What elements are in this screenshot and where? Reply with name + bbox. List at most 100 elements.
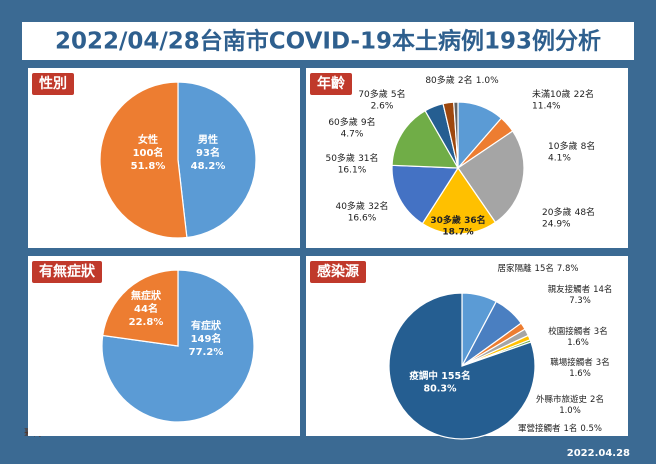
- label-value: 14名: [593, 284, 612, 295]
- label-percent: 0.5%: [580, 424, 602, 434]
- label-category: 有症狀: [191, 319, 222, 332]
- label-value: 31名: [358, 152, 378, 164]
- label-category: 70多歲: [358, 88, 387, 100]
- label-percent: 1.6%: [569, 369, 591, 379]
- label-category: 無症狀: [131, 289, 162, 302]
- pie-slice: [457, 130, 525, 224]
- slice-label: 男性 93名 48.2%: [191, 133, 226, 172]
- label-value: 32名: [368, 200, 388, 212]
- pie-slice: [99, 81, 188, 239]
- label-percent: 16.1%: [338, 165, 367, 175]
- label-percent: 80.3%: [424, 383, 457, 394]
- panel-title: 感染源: [317, 263, 359, 280]
- label-category: 居家隔離: [498, 263, 533, 274]
- slice-label: 職場接觸者 3名 1.6%: [550, 357, 609, 379]
- slice-label: 居家隔離 15名 7.8%: [498, 263, 579, 274]
- slice-label: 60多歲 9名 4.7%: [328, 116, 375, 140]
- label-category: 10多歲: [548, 140, 577, 152]
- slice-label: 40多歲 32名 16.6%: [335, 200, 388, 224]
- slice-label: 10多歲 8名 4.1%: [548, 140, 595, 164]
- slice-label: 軍營接觸者 1名 0.5%: [518, 423, 602, 434]
- label-percent: 51.8%: [131, 161, 166, 172]
- label-category: 職場接觸者: [550, 357, 593, 368]
- slice-label: 親友接觸者 14名 7.3%: [548, 284, 613, 306]
- label-category: 親友接觸者: [548, 284, 591, 295]
- label-percent: 4.1%: [548, 153, 571, 163]
- slice-label: 有症狀 149名 77.2%: [189, 319, 224, 358]
- label-value: 9名: [361, 116, 376, 128]
- slice-label: 未滿10歲 22名 11.4%: [532, 88, 594, 112]
- label-category: 外縣市旅遊史: [536, 394, 588, 405]
- label-value: 36名: [464, 214, 486, 226]
- label-percent: 1.0%: [559, 406, 581, 416]
- slice-label: 校園接觸者 3名 1.6%: [548, 326, 607, 348]
- label-category: 女性: [138, 133, 158, 146]
- label-value: 44名: [134, 302, 158, 315]
- label-value: 93名: [196, 146, 220, 159]
- label-percent: 1.6%: [567, 338, 589, 348]
- label-percent: 48.2%: [191, 161, 226, 172]
- slice-label: 20多歲 48名 24.9%: [542, 206, 595, 230]
- label-percent: 22.8%: [129, 317, 164, 328]
- slice-label: 50多歲 31名 16.1%: [325, 152, 378, 176]
- panel-title: 性別: [39, 75, 67, 92]
- pie-slice: [391, 164, 460, 225]
- label-category: 20多歲: [542, 206, 571, 218]
- label-percent: 4.7%: [341, 129, 364, 139]
- panel-header-bg: [310, 261, 366, 283]
- label-percent: 11.4%: [532, 101, 561, 111]
- pie-slice: [388, 292, 536, 440]
- label-percent: 1.0%: [476, 76, 499, 86]
- label-percent: 2.6%: [371, 101, 394, 111]
- page-title: 2022/04/28台南市COVID-19本土病例193例分析: [55, 28, 601, 55]
- label-value: 100名: [133, 146, 164, 159]
- label-category: 疫調中: [409, 370, 438, 382]
- slice-label: 疫調中 155名 80.3%: [409, 370, 470, 394]
- date: 2022.04.28: [567, 448, 630, 459]
- label-percent: 24.9%: [542, 219, 571, 229]
- label-value: 15名: [535, 263, 554, 274]
- label-value: 155名: [441, 370, 470, 382]
- slice-label: 外縣市旅遊史 2名 1.0%: [536, 394, 604, 416]
- label-value: 1名: [563, 423, 577, 434]
- slice-label: 30多歲 36名 18.7%: [430, 214, 485, 238]
- label-category: 80多歲: [425, 74, 454, 86]
- label-category: 50多歲: [325, 152, 354, 164]
- label-value: 149名: [191, 332, 222, 345]
- label-category: 40多歲: [335, 200, 364, 212]
- panel-title: 有無症狀: [39, 263, 96, 280]
- label-value: 3名: [594, 326, 608, 337]
- slice-label: 無症狀 44名 22.8%: [129, 289, 164, 328]
- slice-label: 80多歲 2名 1.0%: [425, 74, 499, 86]
- label-value: 2名: [590, 394, 604, 405]
- label-value: 3名: [596, 357, 610, 368]
- label-percent: 7.3%: [569, 296, 591, 306]
- slice-label: 女性 100名 51.8%: [131, 133, 166, 172]
- pie-slice: [102, 269, 179, 347]
- label-value: 2名: [458, 74, 473, 86]
- label-percent: 18.7%: [442, 227, 473, 237]
- pie-slice: [177, 81, 257, 239]
- label-value: 5名: [391, 88, 406, 100]
- label-value: 8名: [581, 140, 596, 152]
- label-category: 軍營接觸者: [518, 423, 561, 434]
- slice-label: 70多歲 5名 2.6%: [358, 88, 405, 112]
- pie-slice: [453, 101, 459, 169]
- label-percent: 77.2%: [189, 347, 224, 358]
- label-percent: 7.8%: [557, 264, 579, 274]
- pie-slice: [391, 109, 460, 169]
- pie-slice: [421, 166, 497, 235]
- label-category: 30多歲: [430, 214, 461, 226]
- label-category: 男性: [198, 133, 218, 146]
- panel-header-bg: [310, 73, 352, 95]
- label-category: 60多歲: [328, 116, 357, 128]
- label-category: 未滿10歲: [532, 88, 570, 100]
- title-bar: [22, 22, 634, 60]
- panel-header-bg: [32, 261, 102, 283]
- label-category: 校園接觸者: [548, 326, 591, 337]
- panel-title: 年齡: [317, 75, 345, 92]
- label-value: 48名: [575, 206, 595, 218]
- label-percent: 16.6%: [348, 213, 377, 223]
